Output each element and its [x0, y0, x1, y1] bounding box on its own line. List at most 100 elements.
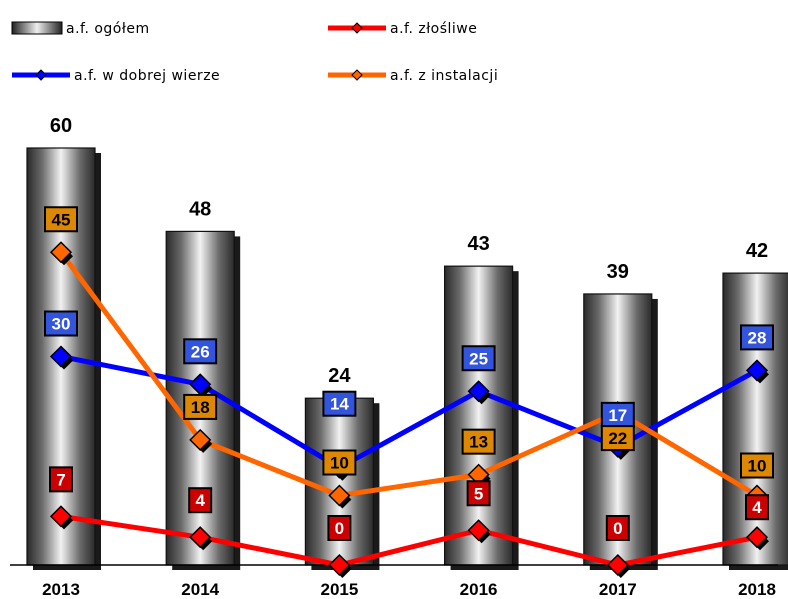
data-label-box — [468, 482, 489, 505]
data-label-zlosliwe: 4 — [745, 494, 769, 521]
data-label-box — [463, 430, 494, 453]
marker-dobra — [745, 359, 769, 382]
data-label-text: 10 — [748, 457, 767, 476]
data-label-text: 5 — [474, 484, 483, 503]
data-label-text: 30 — [52, 315, 71, 334]
legend-item-instalacji: a.f. z instalacji — [328, 68, 498, 84]
data-label-dobra: 30 — [44, 310, 78, 337]
data-label-instalacji: 22 — [600, 425, 635, 452]
data-label-box — [329, 517, 350, 539]
x-tick-label: 2016 — [460, 580, 498, 599]
data-label-instalacji: 18 — [183, 393, 218, 420]
marker-zlosliwe — [467, 519, 490, 542]
data-label-box — [742, 454, 772, 477]
data-label-zlosliwe: 7 — [49, 466, 73, 493]
marker-dobra — [467, 380, 490, 403]
legend-marker — [351, 22, 363, 34]
bars: 60 48 24 43 39 42 — [26, 115, 788, 570]
legend-item-dobra: a.f. w dobrej wierze — [12, 68, 220, 84]
data-label-text: 4 — [752, 498, 762, 517]
data-label-box — [602, 427, 633, 450]
data-label-instalacji: 13 — [461, 428, 496, 455]
legend-label: a.f. ogółem — [66, 21, 150, 37]
legend-label: a.f. z instalacji — [390, 68, 498, 84]
series-line-instalacji — [58, 250, 759, 498]
bar-2016: 43 — [444, 233, 519, 570]
bar-value-label: 24 — [328, 365, 351, 387]
legend-item-zlosliwe: a.f. złośliwe — [328, 21, 477, 37]
data-label-box — [190, 489, 211, 512]
marker-zlosliwe — [189, 526, 212, 549]
marker-zlosliwe — [49, 505, 73, 528]
data-label-box — [185, 340, 216, 363]
data-label-text: 22 — [608, 429, 627, 448]
legend-swatch — [11, 21, 63, 35]
legend-label: a.f. w dobrej wierze — [74, 68, 220, 84]
x-tick-label: 2015 — [320, 580, 358, 599]
data-label-box — [602, 403, 633, 426]
marker-instalacji — [49, 241, 73, 264]
bar-rect — [444, 265, 514, 566]
data-label-dobra: 25 — [461, 345, 496, 372]
data-label-box — [463, 347, 494, 370]
data-label-box — [185, 395, 216, 418]
marker-dobra — [49, 345, 73, 368]
data-label-text: 13 — [469, 433, 488, 452]
x-tick-label: 2018 — [738, 580, 776, 599]
bar-rect — [722, 272, 788, 566]
data-label-dobra: 28 — [740, 324, 774, 351]
data-label-zlosliwe: 5 — [466, 480, 491, 507]
data-label-box — [46, 312, 76, 335]
data-label-box — [747, 496, 767, 519]
marker-zlosliwe — [328, 553, 351, 577]
x-tick-label: 2014 — [181, 580, 219, 599]
data-label-text: 10 — [330, 454, 349, 473]
data-label-text: 4 — [195, 491, 205, 510]
data-label-zlosliwe: 4 — [188, 487, 213, 514]
marker-instalacji — [189, 428, 212, 451]
series-line-dobra — [60, 354, 759, 471]
data-label-zlosliwe: 0 — [327, 515, 352, 541]
data-label-box — [607, 517, 628, 539]
bar-value-label: 39 — [607, 261, 629, 283]
data-label-box — [742, 326, 772, 349]
bar-value-label: 42 — [746, 240, 768, 262]
data-labels: 7 4 0 5 0 4 30 26 14 25 17 28 45 18 10 13 22 10 — [44, 206, 774, 541]
data-label-text: 25 — [469, 349, 488, 368]
data-label-box — [46, 208, 76, 231]
data-label-instalacji: 10 — [322, 449, 357, 476]
series-lines — [49, 241, 769, 578]
data-label-dobra: 26 — [183, 338, 218, 365]
legend-item-bar: a.f. ogółem — [11, 21, 150, 37]
data-label-text: 17 — [608, 406, 627, 425]
bar-value-label: 48 — [189, 198, 211, 220]
data-label-text: 7 — [56, 470, 65, 489]
data-label-text: 0 — [613, 519, 622, 538]
data-label-text: 14 — [330, 395, 349, 414]
legend-marker — [35, 69, 47, 81]
x-tick-label: 2013 — [42, 580, 80, 599]
data-label-text: 45 — [52, 210, 71, 229]
data-label-text: 0 — [335, 519, 344, 538]
data-label-box — [324, 451, 355, 474]
bar-value-label: 60 — [50, 115, 72, 137]
series-line-zlosliwe — [60, 513, 758, 568]
x-tick-label: 2017 — [599, 580, 637, 599]
data-label-text: 18 — [191, 398, 210, 417]
data-label-text: 28 — [748, 328, 767, 347]
bar-value-label: 43 — [467, 233, 489, 255]
data-label-dobra: 17 — [600, 401, 635, 428]
x-axis: 2013 2014 2015 2016 2017 2018 — [10, 564, 778, 599]
data-label-box — [51, 468, 71, 491]
marker-instalacji — [328, 484, 351, 507]
data-label-instalacji: 10 — [740, 452, 774, 479]
legend: a.f. ogółem a.f. złośliwe a.f. w dobrej wi… — [11, 21, 498, 84]
marker-zlosliwe — [606, 553, 629, 577]
legend-label: a.f. złośliwe — [390, 21, 477, 37]
legend-marker — [351, 69, 363, 81]
data-label-box — [324, 392, 355, 415]
data-label-text: 26 — [191, 342, 210, 361]
bar-2013: 60 — [26, 115, 101, 570]
data-label-zlosliwe: 0 — [605, 515, 630, 541]
